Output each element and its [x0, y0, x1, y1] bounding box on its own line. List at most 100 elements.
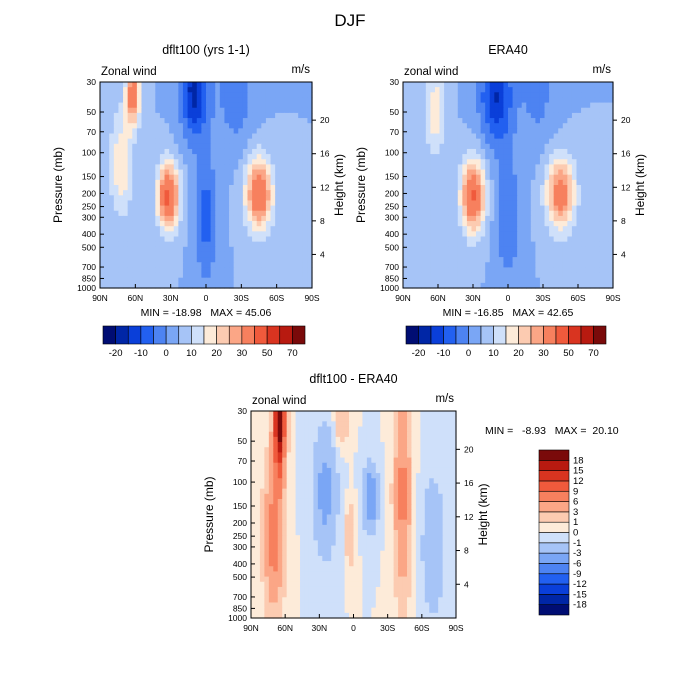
field-cell: [567, 159, 573, 165]
field-cell: [123, 138, 129, 145]
field-cell: [407, 133, 413, 140]
field-cell: [268, 519, 274, 526]
field-cell: [279, 267, 285, 274]
field-cell: [603, 123, 610, 129]
field-cell: [123, 92, 129, 99]
field-cell: [594, 174, 600, 181]
field-cell: [403, 267, 409, 274]
field-cell: [141, 205, 147, 212]
field-cell: [307, 138, 313, 145]
field-cell: [113, 138, 120, 145]
field-cell: [300, 462, 306, 469]
field-cell: [553, 195, 559, 202]
field-cell: [457, 82, 463, 88]
field-cell: [603, 251, 610, 258]
field-cell: [357, 421, 364, 428]
field-cell: [517, 164, 523, 171]
field-cell: [457, 123, 463, 129]
field-cell: [535, 154, 541, 160]
field-cell: [549, 221, 555, 227]
field-cell: [412, 128, 418, 135]
field-cell: [265, 277, 272, 284]
field-cell: [403, 226, 409, 232]
field-cell: [178, 92, 184, 99]
field-cell: [242, 102, 249, 109]
field-cell: [357, 473, 364, 479]
field-cell: [433, 411, 439, 417]
field-cell: [466, 143, 473, 150]
field-cell: [585, 200, 591, 207]
field-cell: [530, 154, 536, 160]
field-cell: [118, 102, 124, 109]
field-cell: [270, 241, 276, 248]
field-cell: [503, 112, 509, 119]
field-cell: [173, 185, 179, 191]
field-cell: [335, 488, 341, 495]
field-cell: [349, 457, 355, 464]
field-cell: [178, 251, 184, 258]
field-cell: [530, 210, 536, 217]
field-cell: [439, 205, 445, 212]
field-cell: [530, 262, 536, 268]
field-cell: [261, 118, 267, 124]
field-cell: [206, 277, 212, 284]
field-cell: [585, 231, 591, 238]
field-cell: [159, 231, 166, 238]
field-cell: [302, 185, 308, 191]
field-cell: [526, 143, 532, 150]
field-cell: [485, 231, 491, 238]
field-cell: [553, 246, 559, 253]
field-cell: [425, 185, 431, 191]
field-cell: [136, 215, 143, 222]
field-cell: [457, 102, 463, 109]
field-cell: [599, 185, 605, 191]
field-cell: [384, 447, 390, 453]
field-cell: [169, 123, 175, 129]
field-cell: [489, 138, 495, 145]
field-cell: [362, 426, 368, 433]
field-cell: [335, 447, 341, 453]
colorbar-label: -10: [134, 348, 148, 359]
field-cell: [451, 436, 457, 443]
field-cell: [380, 478, 386, 485]
field-cell: [196, 112, 202, 119]
field-cell: [256, 210, 262, 217]
field-cell: [466, 272, 473, 279]
field-cell: [444, 221, 450, 227]
field-cell: [420, 530, 426, 536]
field-cell: [535, 215, 541, 222]
field-cell: [251, 436, 257, 443]
field-cell: [438, 421, 444, 428]
field-cell: [576, 112, 582, 119]
field-cell: [215, 112, 221, 119]
field-cell: [494, 159, 500, 165]
field-cell: [429, 426, 435, 433]
field-cell: [233, 215, 239, 222]
field-cell: [420, 535, 426, 541]
field-cell: [268, 462, 274, 469]
field-cell: [416, 128, 422, 135]
field-cell: [313, 478, 319, 485]
field-cell: [238, 87, 244, 93]
field-cell: [362, 462, 368, 469]
field-cell: [326, 504, 332, 510]
field-cell: [196, 200, 202, 207]
field-cell: [451, 488, 457, 495]
field-cell: [442, 452, 448, 459]
field-cell: [384, 498, 390, 505]
field-cell: [100, 195, 106, 202]
field-cell: [215, 159, 221, 165]
field-cell: [284, 185, 290, 191]
field-cell: [113, 174, 120, 181]
field-cell: [109, 226, 115, 232]
field-cell: [187, 272, 193, 279]
field-cell: [576, 123, 582, 129]
field-cell: [295, 447, 301, 453]
field-cell: [284, 267, 290, 274]
field-cell: [313, 416, 319, 422]
field-cell: [508, 112, 514, 119]
field-cell: [136, 257, 143, 263]
field-cell: [238, 190, 244, 196]
field-cell: [416, 210, 422, 217]
field-cell: [420, 452, 426, 459]
